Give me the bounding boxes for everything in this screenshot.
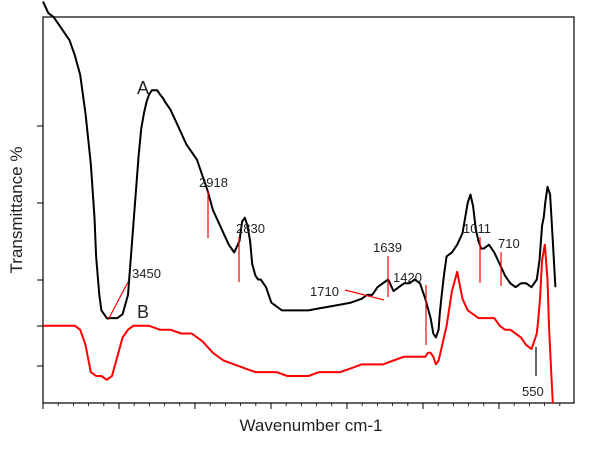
ticks	[37, 125, 561, 409]
series-b-line	[43, 243, 554, 404]
peak-3450-leader	[107, 281, 129, 321]
series-layer	[42, 1, 557, 404]
peak-1420-label: 1420	[393, 270, 422, 285]
series-a-label: A	[137, 78, 149, 98]
annotation-layer: A B 3450 2918 2830 1710 1639 1420 1011 710 550	[107, 78, 544, 399]
axes	[42, 16, 575, 404]
peak-3450-label: 3450	[132, 266, 161, 281]
peak-550-label: 550	[522, 384, 544, 399]
peak-1710-label: 1710	[310, 284, 339, 299]
peak-1011-label: 1011	[463, 221, 491, 236]
y-axis-label: Transmittance %	[7, 147, 26, 274]
series-a-line	[42, 1, 557, 339]
peak-2918-label: 2918	[199, 175, 228, 190]
peak-1639-label: 1639	[373, 240, 402, 255]
peak-2830-label: 2830	[236, 221, 265, 236]
plot-frame	[42, 16, 575, 404]
series-b-label: B	[137, 302, 149, 322]
peak-710-label: 710	[498, 236, 520, 251]
x-axis-label: Wavenumber cm-1	[240, 416, 383, 435]
peak-1710-leader	[344, 289, 385, 301]
